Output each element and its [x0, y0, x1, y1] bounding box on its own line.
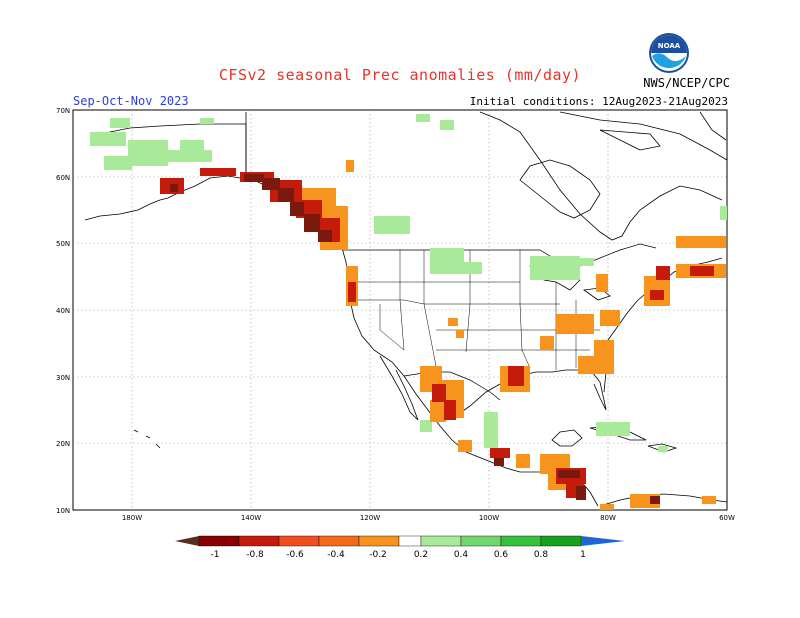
colorbar: [175, 535, 625, 547]
lat-label: 50N: [56, 240, 70, 248]
noaa-logo-icon: NOAA: [649, 33, 689, 73]
colorbar-bin: [278, 535, 320, 547]
colorbar-label: 0.6: [494, 550, 509, 560]
colorbar-label: 0.8: [534, 550, 549, 560]
colorbar-bin: [460, 535, 502, 547]
colorbar-bin: [420, 535, 462, 547]
lon-label: 140W: [241, 514, 261, 522]
colorbar-label: 1: [580, 550, 586, 560]
wet-anomaly-patches: [90, 114, 727, 452]
colorbar-label: -1: [211, 550, 220, 560]
lat-labels: 70N 60N 50N 40N 30N 20N 10N: [56, 107, 70, 515]
lat-label: 10N: [56, 507, 70, 515]
colorbar-left-arrow: [175, 536, 199, 546]
colorbar-bin: [398, 535, 422, 547]
colorbar-bin: [540, 535, 582, 547]
lon-label: 120W: [360, 514, 380, 522]
colorbar-right-arrow: [581, 536, 625, 546]
lat-label: 70N: [56, 107, 70, 115]
lon-label: 80W: [600, 514, 616, 522]
colorbar-bin: [238, 535, 280, 547]
lat-label: 60N: [56, 174, 70, 182]
colorbar-label: -0.2: [369, 550, 387, 560]
colorbar-bin: [198, 535, 240, 547]
lat-label: 20N: [56, 440, 70, 448]
lat-label: 40N: [56, 307, 70, 315]
colorbar-bin: [500, 535, 542, 547]
colorbar-label: -0.8: [246, 550, 264, 560]
map-frame: [72, 109, 728, 511]
colorbar-label: 0.4: [454, 550, 469, 560]
forecast-period: Sep-Oct-Nov 2023: [73, 94, 189, 108]
lon-label: 60W: [719, 514, 735, 522]
colorbar-label: 0.2: [414, 550, 428, 560]
colorbar-label: -0.6: [286, 550, 304, 560]
lon-label: 100W: [479, 514, 499, 522]
logo-text: NOAA: [658, 42, 681, 50]
chart-title: CFSv2 seasonal Prec anomalies (mm/day): [218, 66, 582, 84]
lon-labels: 180W 140W 120W 100W 80W 60W: [122, 514, 735, 522]
dry-strong-patches: [170, 174, 660, 504]
colorbar-label: -0.4: [327, 550, 345, 560]
lat-label: 30N: [56, 374, 70, 382]
initial-conditions: Initial conditions: 12Aug2023-21Aug2023: [469, 95, 728, 108]
colorbar-bin: [358, 535, 400, 547]
colorbar-labels: -1 -0.8 -0.6 -0.4 -0.2 0.2 0.4 0.6 0.8 1: [211, 550, 586, 560]
lon-label: 180W: [122, 514, 142, 522]
colorbar-bin: [318, 535, 360, 547]
agency-label: NWS/NCEP/CPC: [643, 76, 730, 90]
